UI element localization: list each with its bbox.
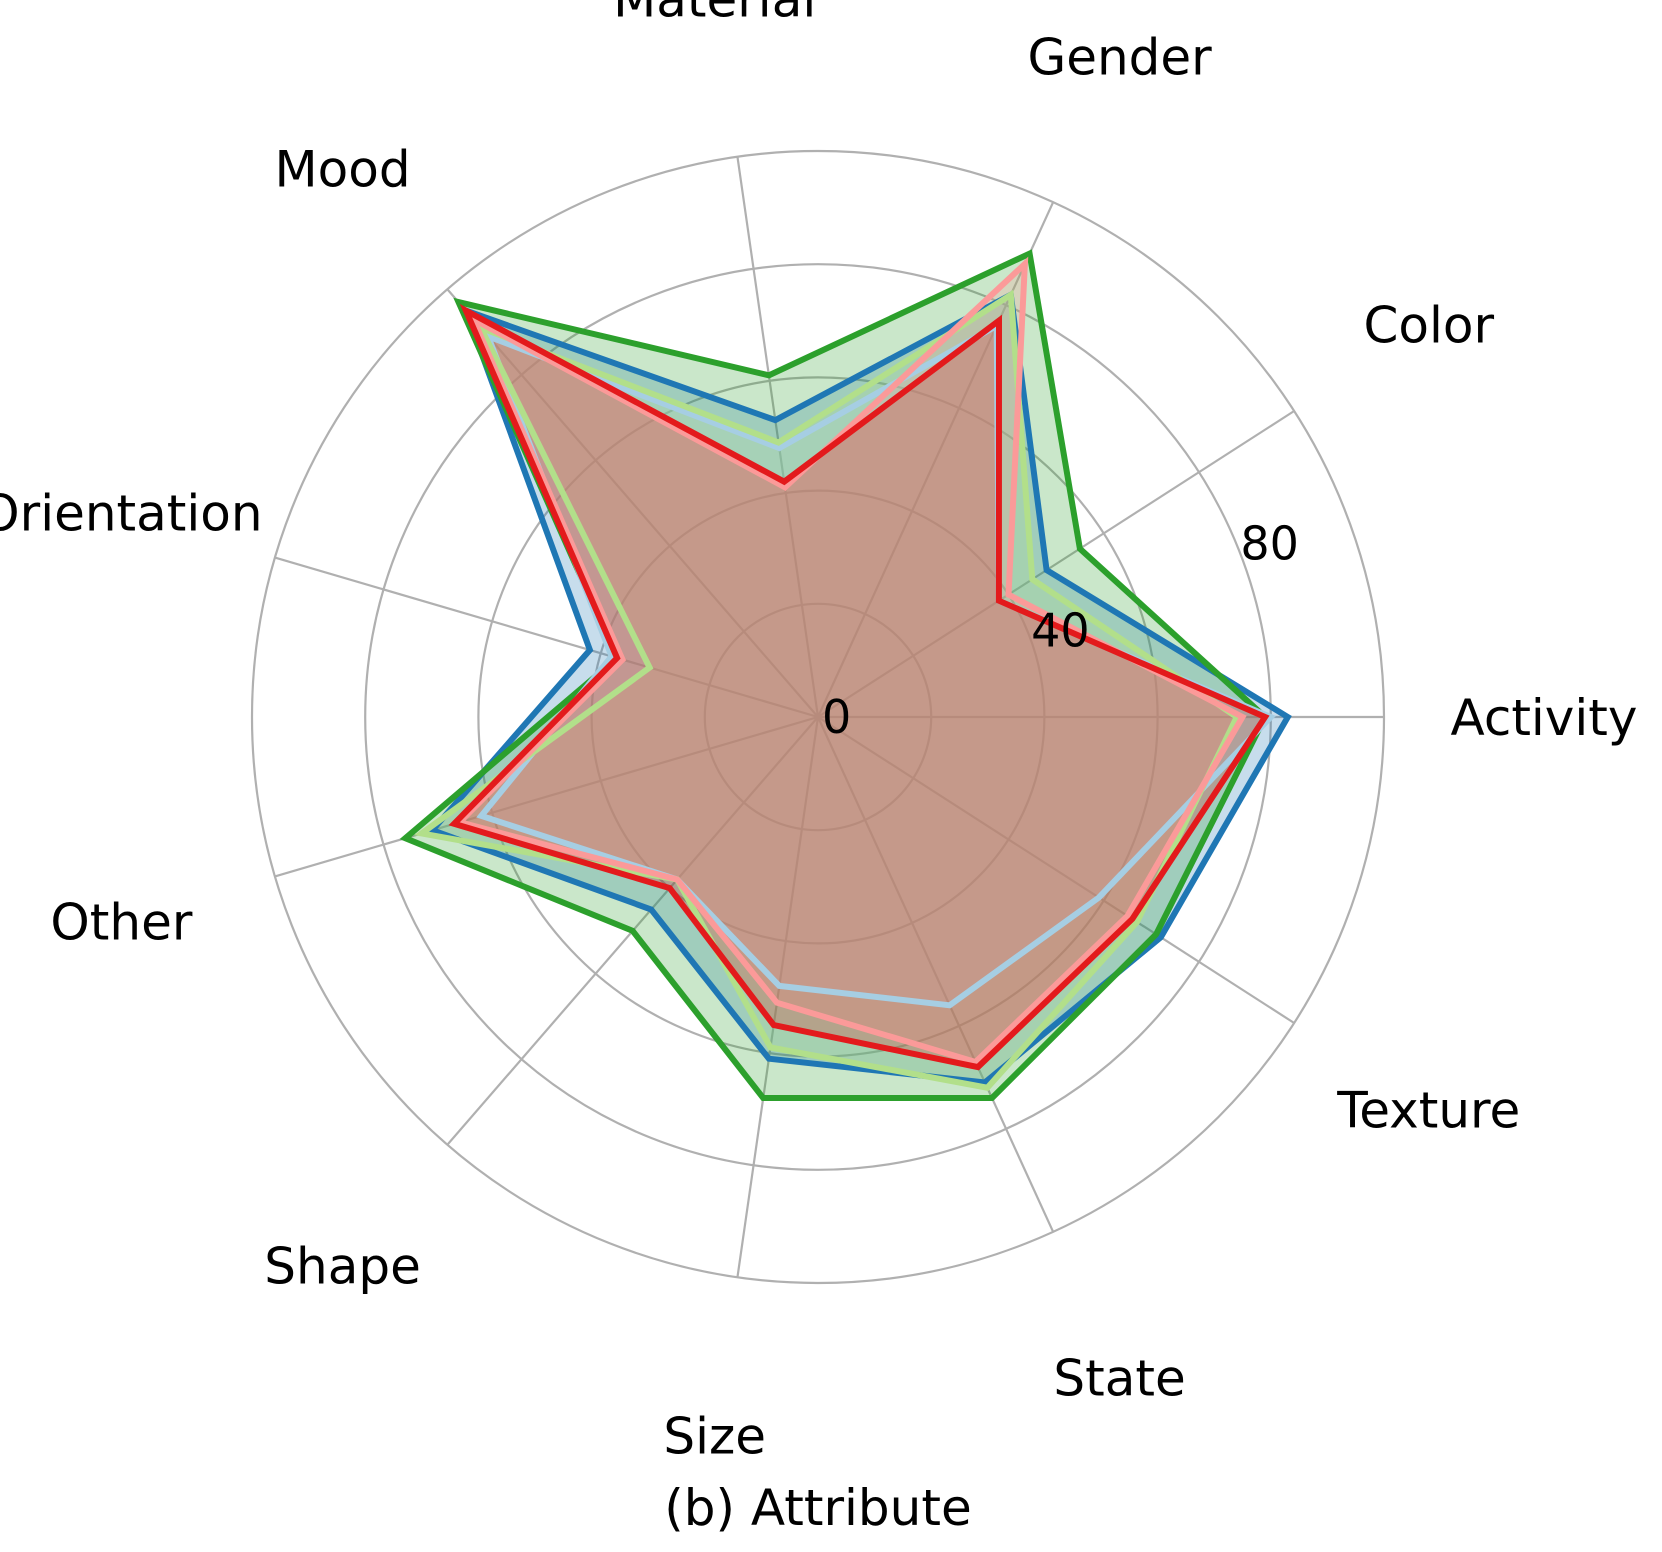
tick-label-40: 40 — [1031, 603, 1090, 657]
chart-caption: (b) Attribute — [664, 1479, 971, 1537]
series-6-line — [448, 303, 1270, 1071]
series-fills — [405, 253, 1288, 1099]
category-label-size: Size — [663, 1408, 766, 1466]
category-label-state: State — [1053, 1349, 1185, 1407]
category-label-orientation: Orientation — [0, 484, 263, 542]
radial-tick-labels: 0 40 80 — [822, 517, 1299, 744]
category-label-gender: Gender — [1027, 29, 1212, 87]
category-label-mood: Mood — [275, 140, 411, 198]
spoke-material — [736, 156, 820, 718]
category-label-activity: Activity — [1451, 689, 1638, 747]
tick-label-80: 80 — [1240, 517, 1299, 571]
category-labels: Activity Color Gender Material Mood Orientati… — [0, 0, 1638, 1466]
spoke-orientation — [274, 556, 819, 719]
spoke-color — [817, 410, 1295, 718]
series-2-fill — [405, 253, 1266, 1099]
tick-label-0: 0 — [822, 690, 851, 744]
series-3-fill — [481, 325, 1271, 1006]
category-label-color: Color — [1363, 296, 1494, 354]
series-2-line — [399, 249, 1269, 1101]
spoke-mood — [446, 288, 819, 718]
category-label-material: Material — [613, 0, 816, 28]
category-label-texture: Texture — [1336, 1082, 1520, 1140]
series-5-fill — [459, 263, 1243, 1062]
spoke-size — [736, 716, 820, 1278]
series-4-fill — [421, 294, 1237, 1088]
series-5-line — [453, 256, 1247, 1066]
spoke-gender — [816, 201, 1055, 718]
series-1-fill — [432, 294, 1288, 1083]
spoke-state — [816, 716, 1055, 1233]
series-lines — [399, 249, 1292, 1101]
spoke-other — [274, 715, 819, 878]
category-label-other: Other — [50, 894, 192, 952]
category-label-shape: Shape — [264, 1238, 421, 1296]
spoke-texture — [817, 716, 1295, 1024]
